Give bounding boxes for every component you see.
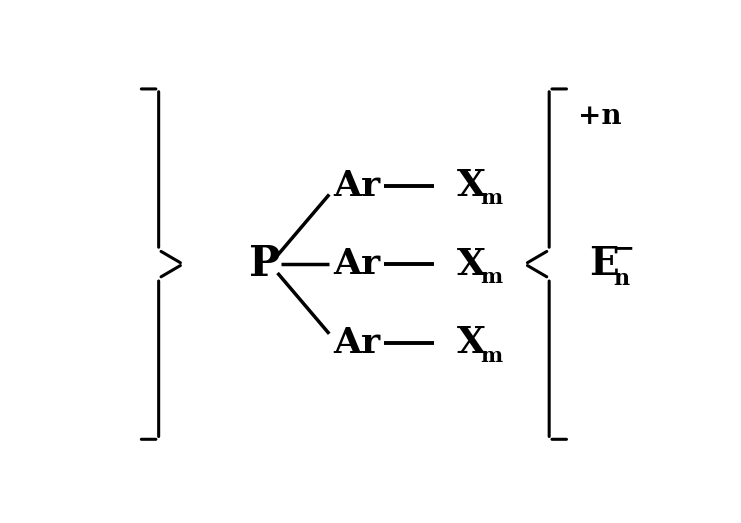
Text: P: P — [249, 243, 281, 285]
Text: X: X — [457, 246, 486, 282]
Text: E: E — [589, 245, 619, 283]
Text: +n: +n — [578, 103, 622, 130]
Text: m: m — [480, 188, 502, 209]
Text: Ar: Ar — [333, 168, 380, 202]
Text: n: n — [614, 268, 630, 290]
Text: Ar: Ar — [333, 326, 380, 360]
Text: Ar: Ar — [333, 247, 380, 281]
Text: −: − — [614, 236, 634, 260]
Text: X: X — [457, 167, 486, 204]
Text: m: m — [480, 267, 502, 287]
Text: X: X — [457, 324, 486, 361]
Text: m: m — [480, 346, 502, 366]
